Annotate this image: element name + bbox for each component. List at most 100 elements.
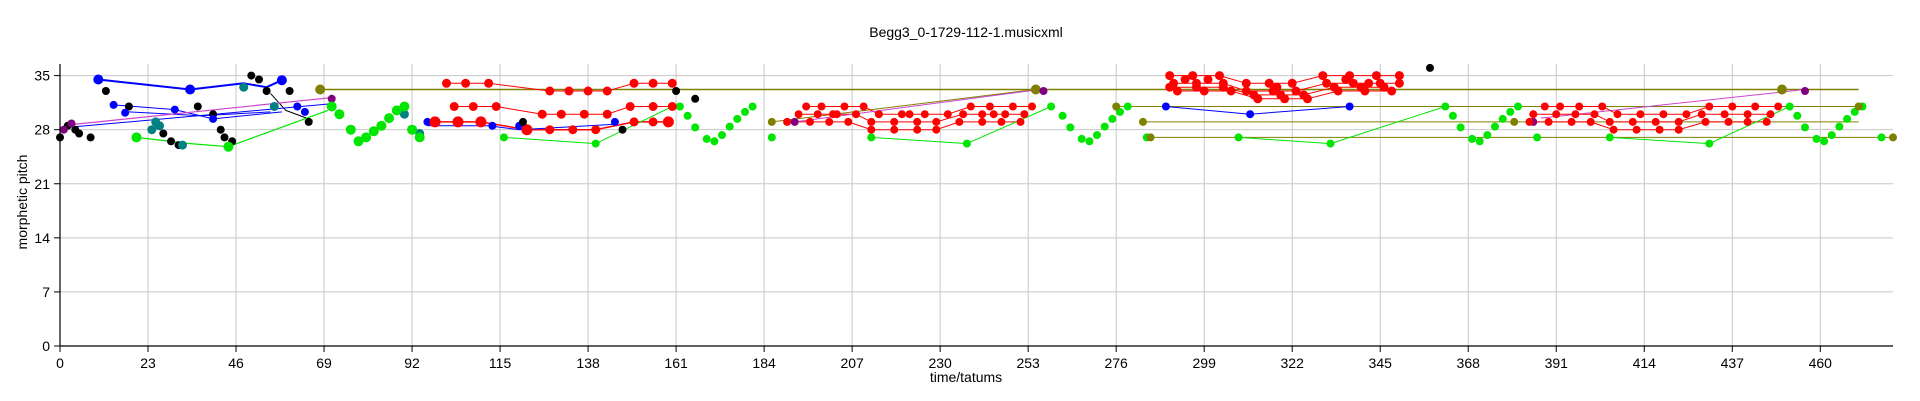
- point-green: [1234, 133, 1243, 142]
- point-red: [556, 109, 566, 119]
- point-teal: [147, 125, 157, 135]
- point-red: [943, 110, 952, 119]
- point-red: [442, 78, 451, 88]
- point-purple: [327, 94, 336, 103]
- point-red: [1253, 94, 1263, 104]
- point-green: [391, 105, 402, 116]
- point-red: [1001, 110, 1010, 119]
- point-black: [1426, 63, 1434, 72]
- point-blue: [1246, 110, 1255, 119]
- series-line-magenta: [1540, 89, 1806, 119]
- point-red: [1364, 78, 1374, 88]
- x-tick-label: 69: [316, 355, 332, 371]
- point-red: [1180, 75, 1190, 84]
- point-green: [1468, 134, 1477, 143]
- point-teal: [239, 82, 249, 92]
- x-tick-label: 276: [1104, 355, 1128, 371]
- point-green: [1077, 134, 1086, 143]
- point-red: [452, 116, 464, 128]
- point-green: [1448, 111, 1457, 120]
- point-red: [545, 125, 555, 135]
- point-black: [262, 87, 271, 95]
- point-red: [1674, 125, 1683, 134]
- point-olive: [315, 84, 326, 95]
- point-red: [1762, 117, 1771, 126]
- point-green: [334, 109, 345, 120]
- point-black: [159, 129, 168, 138]
- point-red: [568, 125, 578, 135]
- point-red: [1360, 86, 1370, 96]
- point-red: [1394, 71, 1404, 81]
- point-red: [1697, 110, 1706, 119]
- point-red: [1291, 86, 1301, 96]
- point-red: [1571, 110, 1580, 119]
- point-red: [794, 110, 803, 119]
- point-red: [1215, 71, 1224, 81]
- x-tick-label: 460: [1809, 355, 1833, 371]
- point-green: [1491, 122, 1499, 131]
- x-tick-label: 345: [1369, 355, 1393, 371]
- point-red: [1766, 110, 1775, 119]
- data-points: [56, 63, 1897, 152]
- point-red: [1609, 125, 1618, 134]
- point-red: [985, 102, 994, 111]
- point-red: [867, 125, 876, 134]
- point-green: [399, 101, 410, 112]
- point-green: [1605, 133, 1614, 142]
- point-black: [672, 87, 681, 95]
- point-red: [1280, 94, 1290, 104]
- point-red: [1218, 82, 1228, 92]
- point-red: [1724, 117, 1733, 126]
- point-blue: [610, 117, 619, 126]
- point-red: [1567, 117, 1576, 126]
- point-red: [1613, 110, 1622, 119]
- point-green: [710, 137, 719, 146]
- point-red: [1241, 86, 1251, 96]
- point-olive: [1777, 84, 1787, 95]
- point-red: [521, 124, 533, 136]
- point-red: [905, 110, 914, 119]
- point-black: [285, 87, 294, 95]
- point-blue: [423, 117, 432, 126]
- point-red: [920, 110, 929, 119]
- point-red: [1774, 102, 1783, 111]
- point-black: [255, 75, 263, 84]
- point-red: [852, 110, 860, 119]
- point-green: [1326, 139, 1335, 148]
- axes: 0 23 46 69 92 115 138 161 184 207 230 253 276 299 322 3…: [34, 64, 1893, 371]
- point-red: [1598, 102, 1607, 111]
- point-red: [913, 117, 922, 126]
- series-line-blue: [113, 104, 282, 120]
- y-tick-label: 35: [34, 68, 50, 84]
- series-line-red: [446, 82, 673, 92]
- point-purple: [790, 117, 799, 126]
- point-black: [691, 94, 700, 103]
- point-red: [1387, 86, 1397, 96]
- point-black: [216, 125, 225, 134]
- point-teal: [178, 140, 187, 150]
- point-black: [167, 137, 175, 146]
- point-olive: [1112, 102, 1121, 111]
- point-olive: [1510, 117, 1519, 126]
- point-red: [491, 102, 501, 111]
- point-red: [591, 125, 601, 135]
- point-red: [997, 117, 1006, 126]
- point-green: [1801, 123, 1809, 132]
- point-red: [1188, 71, 1198, 81]
- point-red: [625, 102, 635, 111]
- point-red: [648, 117, 658, 127]
- point-green: [1820, 137, 1829, 146]
- point-red: [662, 116, 674, 128]
- point-red: [978, 110, 987, 119]
- point-red: [429, 116, 441, 128]
- point-red: [1720, 110, 1729, 119]
- point-red: [602, 86, 612, 96]
- point-red: [1203, 75, 1213, 84]
- point-green: [1441, 102, 1450, 111]
- point-red: [813, 110, 822, 119]
- series-line-green: [136, 109, 329, 148]
- point-blue: [488, 121, 497, 130]
- point-purple: [67, 119, 76, 128]
- point-red: [1199, 86, 1209, 96]
